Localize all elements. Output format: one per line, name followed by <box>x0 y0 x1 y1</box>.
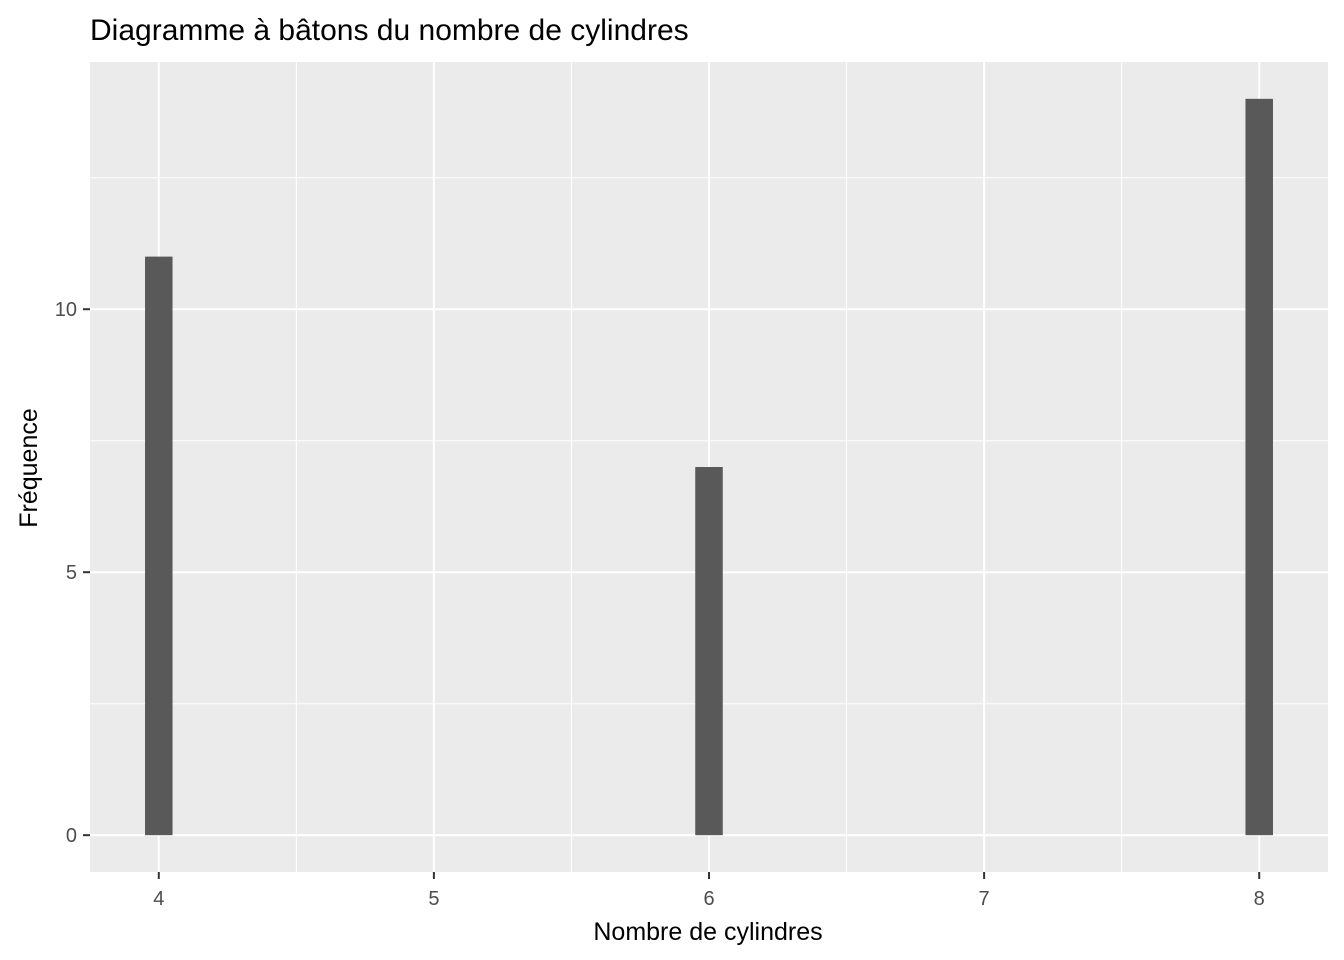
bar-6 <box>695 467 723 836</box>
x-tick-label: 4 <box>153 888 164 910</box>
y-tick-label: 5 <box>66 562 77 584</box>
x-tick-label: 7 <box>979 888 990 910</box>
y-axis-title: Fréquence <box>15 408 43 528</box>
x-tick-label: 5 <box>428 888 439 910</box>
y-tick-label: 0 <box>66 825 77 847</box>
bar-8 <box>1245 98 1273 836</box>
x-axis: 4 5 6 7 8 <box>153 872 1265 910</box>
x-tick-label: 6 <box>703 888 714 910</box>
x-axis-title: Nombre de cylindres <box>593 918 822 946</box>
bars <box>145 98 1273 836</box>
chart-title: Diagramme à bâtons du nombre de cylindre… <box>90 14 689 47</box>
y-tick-label: 10 <box>55 299 77 321</box>
y-axis: 0 5 10 <box>55 299 90 847</box>
bar-4 <box>145 256 173 836</box>
x-tick-label: 8 <box>1254 888 1265 910</box>
